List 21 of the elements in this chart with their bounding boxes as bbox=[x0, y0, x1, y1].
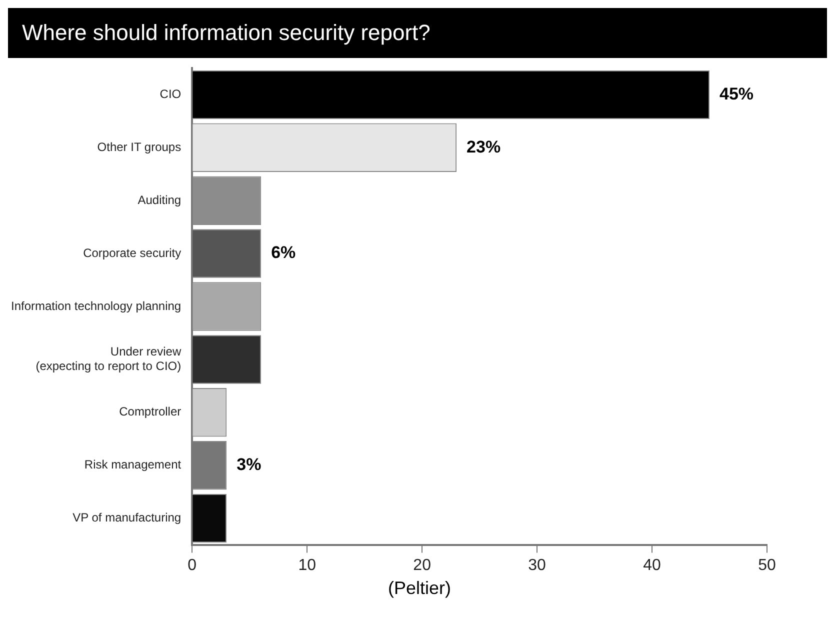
data-label: 3% bbox=[236, 455, 262, 474]
x-tick-label: 0 bbox=[188, 556, 197, 574]
y-tick-label: Other IT groups bbox=[97, 140, 182, 154]
y-tick-label: CIO bbox=[160, 86, 182, 101]
data-label: 45% bbox=[720, 84, 754, 104]
y-tick-label: VP of manufacturing bbox=[72, 510, 182, 525]
data-label: 6% bbox=[271, 243, 296, 262]
y-tick-label: Auditing bbox=[138, 192, 182, 207]
x-tick-label: 10 bbox=[298, 556, 316, 574]
y-tick-label: Risk management bbox=[84, 458, 182, 472]
text: (Peltier) bbox=[388, 578, 452, 599]
x-tick-label: 20 bbox=[413, 556, 432, 574]
y-tick-label: Comptroller bbox=[119, 404, 182, 419]
y-tick-label: Under review (expecting to report to CIO) bbox=[36, 344, 182, 373]
x-tick-label: 50 bbox=[758, 556, 776, 574]
data-label: 23% bbox=[466, 137, 501, 156]
x-tick-label: 30 bbox=[528, 556, 546, 574]
chart-title: Where should information security report? bbox=[8, 8, 827, 58]
y-tick-label: Corporate security bbox=[83, 246, 182, 260]
y-tick-label: Information technology planning bbox=[10, 298, 182, 313]
x-tick-label: 40 bbox=[643, 556, 662, 574]
